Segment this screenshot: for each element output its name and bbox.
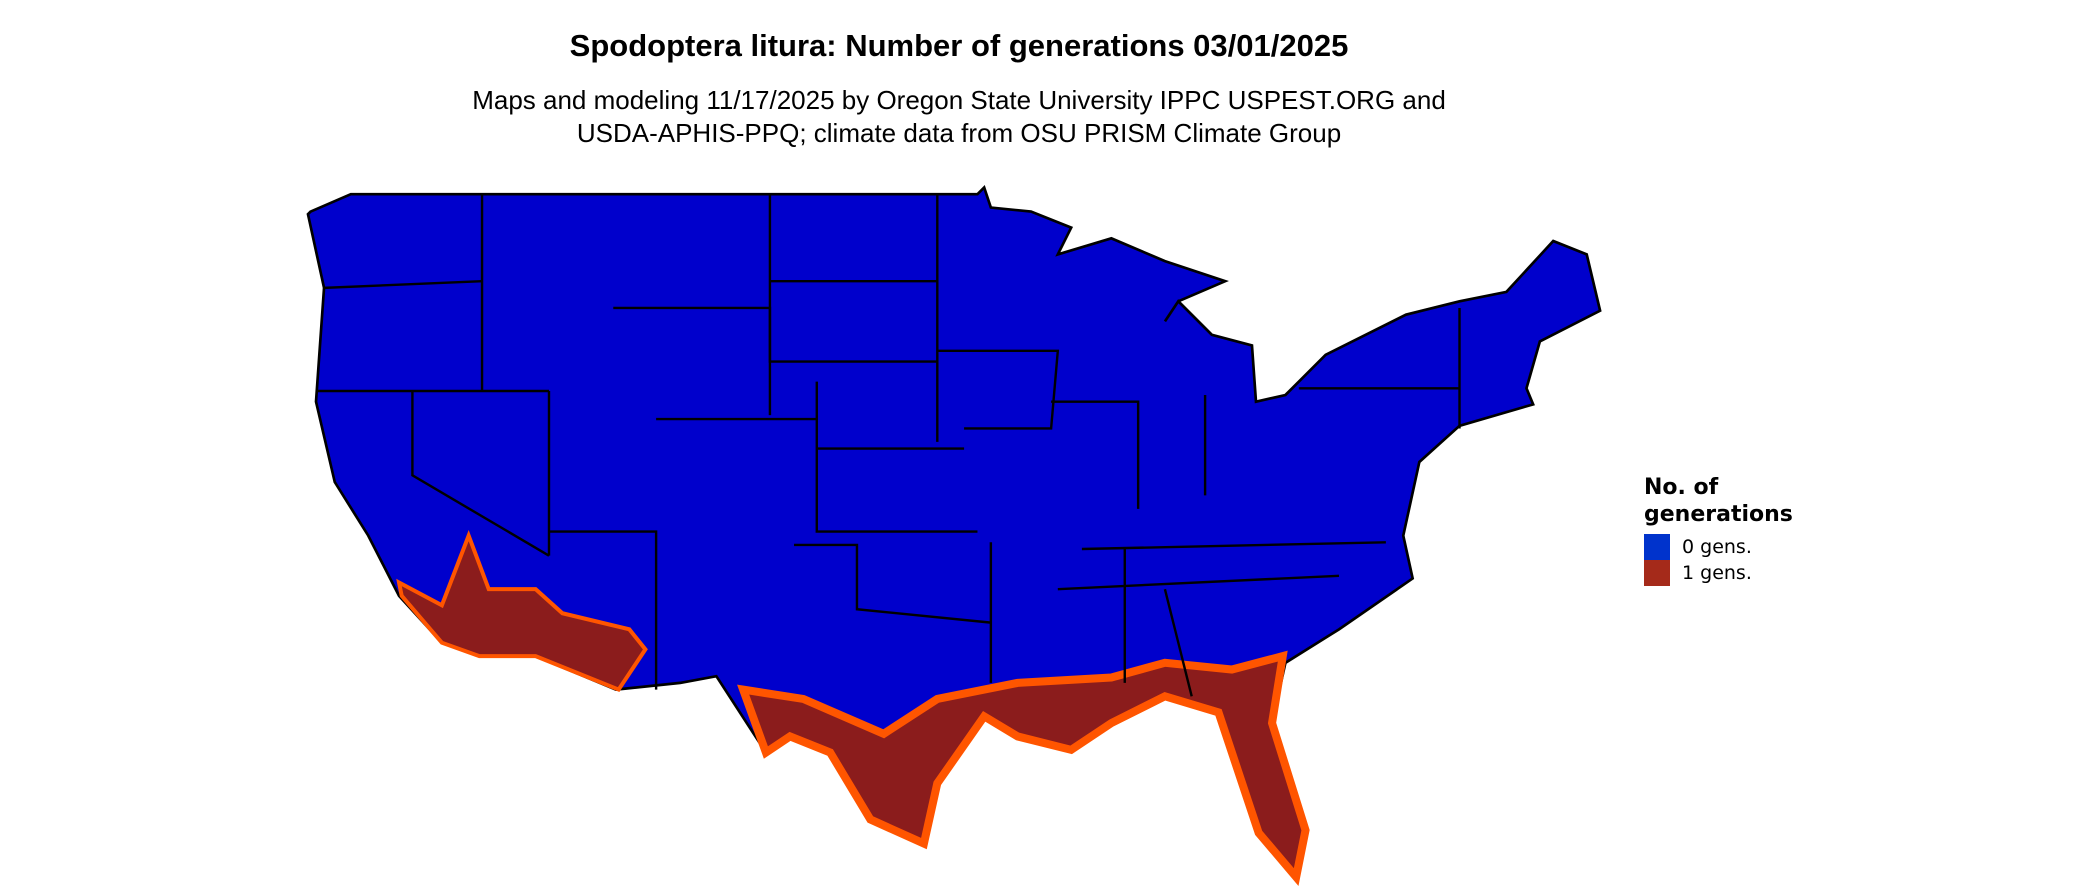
legend-title: No. of generations — [1644, 475, 1793, 527]
state-border — [1057, 574, 1340, 591]
state-border — [1163, 588, 1193, 697]
state-border — [1051, 400, 1140, 509]
legend-swatch — [1644, 534, 1670, 560]
state-border — [1081, 541, 1386, 551]
state-border — [815, 381, 978, 533]
map-subtitle: Maps and modeling 11/17/2025 by Oregon S… — [0, 84, 1918, 150]
subtitle-line-2: USDA-APHIS-PPQ; climate data from OSU PR… — [576, 118, 1342, 148]
state-border — [548, 530, 658, 690]
state-border — [768, 194, 938, 363]
state-border — [323, 279, 483, 290]
southwest-1-gen-region — [396, 529, 648, 693]
legend-item-1-gens: 1 gens. — [1644, 560, 1793, 586]
state-border — [794, 543, 991, 624]
legend: No. of generations 0 gens. 1 gens. — [1644, 474, 1793, 586]
state-border — [411, 390, 550, 557]
legend-swatch — [1644, 560, 1670, 586]
map-title: Spodoptera litura: Number of generations… — [569, 28, 1349, 63]
legend-item-0-gens: 0 gens. — [1644, 534, 1793, 560]
gulf-coast-1-gen-region — [737, 650, 1310, 886]
subtitle-line-1: Maps and modeling 11/17/2025 by Oregon S… — [472, 85, 1446, 115]
state-border — [937, 349, 1060, 430]
